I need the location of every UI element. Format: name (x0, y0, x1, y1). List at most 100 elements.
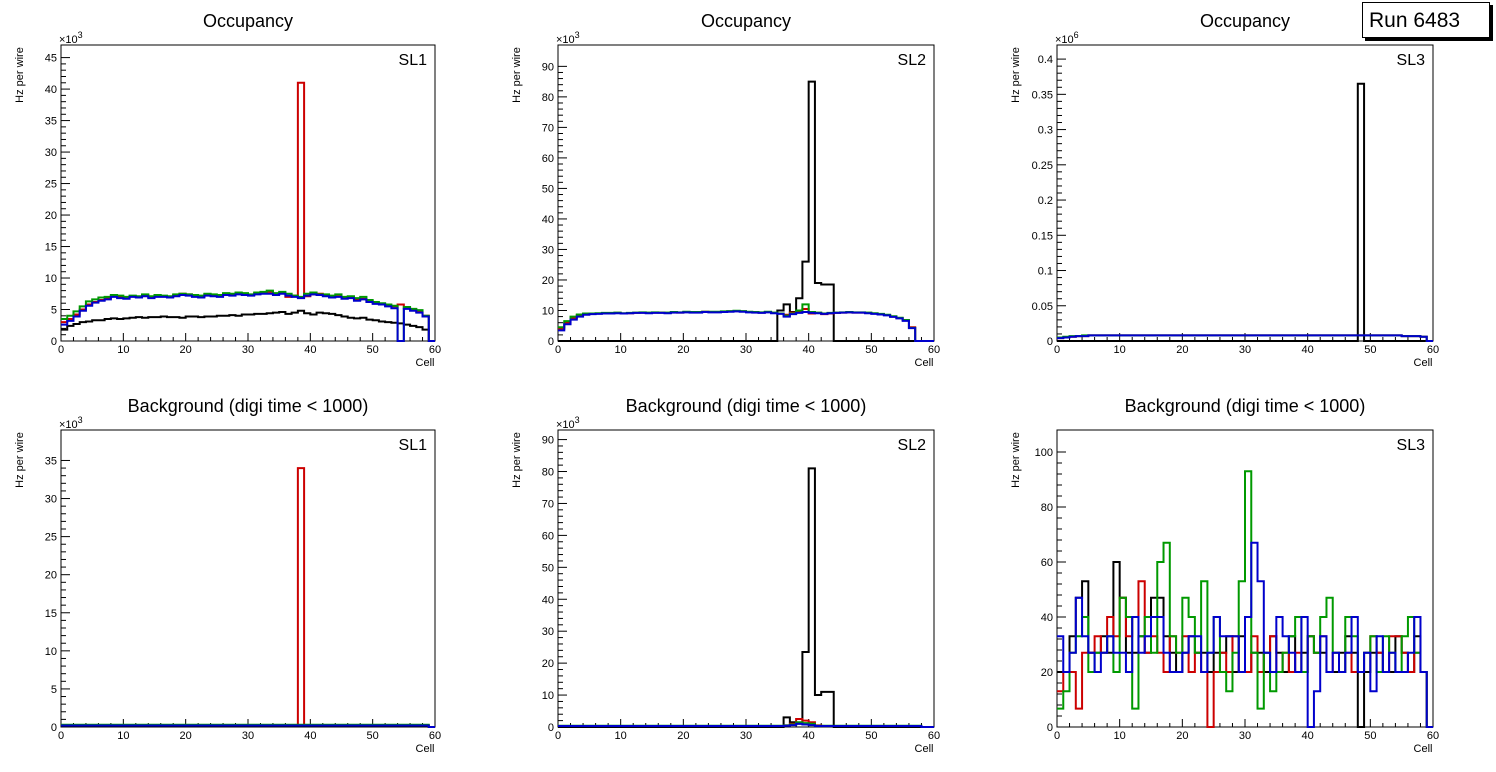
chart-title: Background (digi time < 1000) (626, 396, 867, 416)
x-tick-label: 0 (1054, 344, 1060, 356)
x-tick-label: 30 (740, 730, 752, 742)
histogram-series-layer3 (1057, 470, 1433, 728)
y-tick-label: 10 (542, 305, 554, 317)
y-tick-label: 0.35 (1032, 89, 1053, 101)
x-tick-label: 50 (367, 344, 379, 356)
x-tick-label: 20 (1176, 730, 1188, 742)
y-tick-label: 30 (45, 147, 57, 159)
y-tick-label: 20 (45, 570, 57, 582)
y-multiplier: ×106 (1055, 30, 1079, 46)
y-tick-label: 10 (45, 273, 57, 285)
y-axis-label: Hz per wire (1010, 432, 1022, 488)
x-axis-label: Cell (416, 357, 435, 369)
histogram-series-layer4 (558, 310, 934, 342)
x-tick-label: 50 (1364, 344, 1376, 356)
y-tick-label: 50 (542, 562, 554, 574)
y-tick-label: 40 (1041, 612, 1053, 624)
x-axis-label: Cell (915, 743, 934, 755)
y-tick-label: 0 (51, 336, 57, 348)
x-tick-label: 40 (1302, 730, 1314, 742)
y-tick-label: 0.25 (1032, 160, 1053, 172)
y-multiplier-exponent: 3 (575, 415, 580, 425)
histogram-series-layer4 (61, 724, 435, 728)
x-tick-label: 30 (1239, 344, 1251, 356)
superlayer-label: SL3 (1397, 437, 1426, 454)
histogram-series-layer4 (558, 722, 934, 728)
x-tick-label: 50 (865, 730, 877, 742)
y-tick-label: 80 (1041, 502, 1053, 514)
superlayer-label: SL1 (399, 52, 428, 69)
y-tick-label: 0.3 (1038, 125, 1053, 137)
x-axis-label: Cell (915, 357, 934, 369)
y-tick-label: 70 (542, 498, 554, 510)
y-tick-label: 0.15 (1032, 230, 1053, 242)
x-tick-label: 0 (555, 344, 561, 356)
x-tick-label: 60 (928, 730, 940, 742)
x-tick-label: 30 (242, 730, 254, 742)
y-tick-label: 50 (542, 183, 554, 195)
y-tick-label: 60 (542, 530, 554, 542)
x-tick-label: 40 (304, 730, 316, 742)
x-tick-label: 30 (242, 344, 254, 356)
y-tick-label: 0 (548, 336, 554, 348)
y-tick-label: 60 (1041, 557, 1053, 569)
y-tick-label: 20 (45, 210, 57, 222)
y-tick-label: 0 (51, 722, 57, 734)
superlayer-label: SL3 (1397, 52, 1426, 69)
y-tick-label: 40 (542, 214, 554, 226)
x-tick-label: 60 (429, 730, 441, 742)
y-tick-label: 25 (45, 532, 57, 544)
x-tick-label: 20 (1176, 344, 1188, 356)
y-tick-label: 10 (45, 646, 57, 658)
y-tick-label: 0.2 (1038, 195, 1053, 207)
y-tick-label: 0 (1047, 722, 1053, 734)
y-axis-label: Hz per wire (14, 47, 26, 103)
x-tick-label: 0 (58, 730, 64, 742)
y-tick-label: 0 (1047, 336, 1053, 348)
y-tick-label: 80 (542, 92, 554, 104)
x-tick-label: 60 (928, 344, 940, 356)
y-tick-label: 60 (542, 153, 554, 165)
plot-frame (557, 429, 935, 728)
histogram-series-layer2 (61, 467, 435, 728)
y-axis-label: Hz per wire (14, 432, 26, 488)
y-tick-label: 25 (45, 179, 57, 191)
y-tick-label: 100 (1035, 447, 1053, 459)
y-multiplier-exponent: 3 (575, 30, 580, 40)
x-tick-label: 20 (180, 730, 192, 742)
x-tick-label: 10 (1114, 344, 1126, 356)
y-tick-label: 70 (542, 122, 554, 134)
plot-frame (557, 44, 935, 342)
y-tick-label: 15 (45, 242, 57, 254)
y-multiplier: ×103 (556, 30, 580, 46)
y-tick-label: 30 (542, 626, 554, 638)
y-tick-label: 30 (45, 494, 57, 506)
y-axis-label: Hz per wire (511, 47, 523, 103)
superlayer-label: SL1 (399, 437, 428, 454)
chart-title: Occupancy (1200, 11, 1290, 31)
run-label: Run 6483 (1369, 9, 1461, 32)
y-tick-label: 80 (542, 467, 554, 479)
chart-panel-6: Background (digi time < 1000) SL3 Cell Hz p… (1010, 396, 1439, 755)
x-tick-label: 10 (615, 344, 627, 356)
x-tick-label: 20 (180, 344, 192, 356)
y-axis-label: Hz per wire (1010, 47, 1022, 103)
chart-title: Occupancy (203, 11, 293, 31)
y-tick-label: 45 (45, 53, 57, 65)
y-tick-label: 0 (548, 722, 554, 734)
y-tick-label: 0.05 (1032, 301, 1053, 313)
x-axis-label: Cell (1414, 357, 1433, 369)
x-tick-label: 30 (1239, 730, 1251, 742)
x-tick-label: 40 (803, 344, 815, 356)
y-tick-label: 5 (51, 305, 57, 317)
y-multiplier: ×103 (59, 415, 83, 431)
y-tick-label: 5 (51, 684, 57, 696)
plot-frame (1056, 44, 1434, 342)
histogram-series-layer1 (558, 467, 934, 728)
histogram-series-layer1 (558, 80, 934, 342)
chart-panel-5: Background (digi time < 1000) SL2 Cell Hz p… (511, 396, 940, 755)
histogram-series-layer4 (1057, 541, 1433, 728)
